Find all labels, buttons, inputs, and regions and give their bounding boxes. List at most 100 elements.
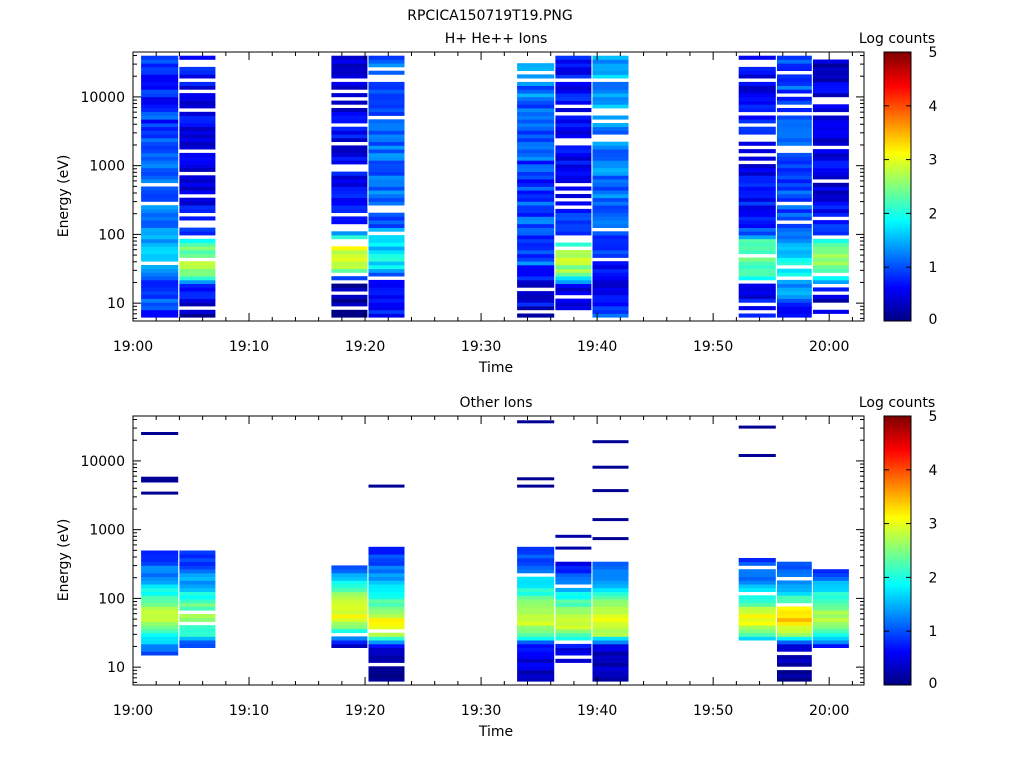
heatmap-cell (331, 283, 368, 288)
y-tick-label: 10000 (80, 454, 125, 470)
colorbar-segment (884, 294, 911, 297)
heatmap-cell (331, 171, 368, 176)
heatmap-cell (179, 115, 216, 120)
isolated-count-line (592, 518, 629, 522)
heatmap-cell (368, 167, 405, 172)
heatmap-cell (179, 164, 216, 169)
y-tick-label: 10 (107, 296, 125, 312)
heatmap-cell (517, 313, 555, 318)
colorbar-segment (884, 276, 911, 279)
heatmap-cell (812, 66, 849, 71)
heatmap-cell (777, 246, 812, 251)
heatmap-cell (555, 108, 592, 113)
heatmap-cell (331, 591, 368, 596)
heatmap-cell (555, 250, 592, 255)
heatmap-cell (777, 279, 812, 284)
isolated-count-line (555, 534, 592, 538)
heatmap-cell (738, 85, 776, 90)
heatmap-cell (179, 123, 216, 128)
heatmap-cell (141, 309, 179, 314)
colorbar-segment (884, 130, 911, 134)
scan-column (331, 565, 368, 648)
heatmap-cell (517, 152, 555, 157)
heatmap-cell (141, 179, 179, 184)
heatmap-cell (368, 279, 405, 284)
heatmap-cell (517, 629, 555, 634)
heatmap-cell (179, 643, 216, 648)
heatmap-cell (777, 250, 812, 255)
heatmap-cell (777, 662, 812, 667)
heatmap-cell (331, 246, 368, 251)
heatmap-cell (738, 108, 776, 113)
heatmap-cell (592, 561, 629, 566)
colorbar-segment (884, 660, 911, 664)
colorbar-segment (884, 99, 911, 102)
colorbar-segment (884, 682, 911, 686)
heatmap-cell (331, 66, 368, 71)
heatmap-cell (812, 261, 849, 266)
colorbar-segment (884, 179, 911, 183)
heatmap-cell (368, 584, 405, 589)
heatmap-cell (368, 227, 405, 232)
heatmap-cell (777, 283, 812, 288)
isolated-count-line (592, 465, 629, 469)
heatmap-cell (331, 621, 368, 626)
heatmap-cell (141, 167, 179, 172)
heatmap-cell (179, 265, 216, 270)
colorbar-segment (884, 548, 911, 551)
heatmap-cell (368, 156, 405, 161)
colorbar-segment (884, 543, 911, 547)
heatmap-cell (517, 63, 555, 68)
colorbar-segment (884, 114, 911, 118)
heatmap-cell (517, 197, 555, 202)
colorbar-segment (884, 141, 911, 145)
heatmap-cell (517, 205, 555, 210)
heatmap-cell (331, 614, 368, 619)
heatmap-cell (592, 231, 629, 236)
heatmap-cell (592, 595, 629, 600)
panel-h-he-ions: H+ He++ Ions Log counts Time Energy (eV)… (56, 31, 938, 376)
x-tick-label: 19:10 (229, 703, 269, 719)
heatmap-cell (141, 621, 179, 626)
heatmap-cell (368, 261, 405, 266)
heatmap-cell (812, 242, 849, 247)
heatmap-cell (368, 591, 405, 596)
heatmap-cell (141, 272, 179, 277)
heatmap-cell (812, 617, 849, 622)
heatmap-cell (555, 268, 592, 273)
colorbar-segment (884, 624, 911, 628)
colorbar-segment (884, 577, 911, 581)
isolated-count-line (592, 440, 629, 444)
heatmap-cell (179, 283, 216, 288)
heatmap-cell (141, 141, 179, 146)
heatmap-cell (738, 119, 776, 124)
heatmap-cell (592, 272, 629, 277)
heatmap-cell (331, 119, 368, 124)
heatmap-cell (592, 643, 629, 648)
heatmap-cell (331, 205, 368, 210)
colorbar-segment (884, 65, 911, 69)
heatmap-cell (777, 85, 812, 90)
heatmap-cell (592, 220, 629, 225)
colorbar-segment (884, 463, 911, 466)
heatmap-cell (179, 238, 216, 243)
heatmap-cell (738, 313, 776, 318)
colorbar-tick-label: 3 (929, 153, 938, 169)
heatmap-cell (555, 145, 592, 150)
heatmap-cell (777, 55, 812, 60)
colorbar-segment (884, 619, 911, 623)
colorbar-segment (884, 92, 911, 96)
heatmap-cell (517, 100, 555, 105)
x-tick-label: 19:00 (113, 339, 153, 355)
heatmap-cell (812, 591, 849, 596)
heatmap-cell (331, 231, 368, 236)
colorbar-segment (884, 584, 911, 587)
colorbar-tick-label: 1 (929, 624, 938, 640)
colorbar-segment (884, 489, 911, 493)
heatmap-cell (592, 591, 629, 596)
heatmap-cell (555, 287, 592, 292)
heatmap-cell (368, 85, 405, 90)
colorbar-tick-label: 4 (929, 463, 938, 479)
heatmap-cell (738, 287, 776, 292)
colorbar-segment (884, 445, 911, 448)
